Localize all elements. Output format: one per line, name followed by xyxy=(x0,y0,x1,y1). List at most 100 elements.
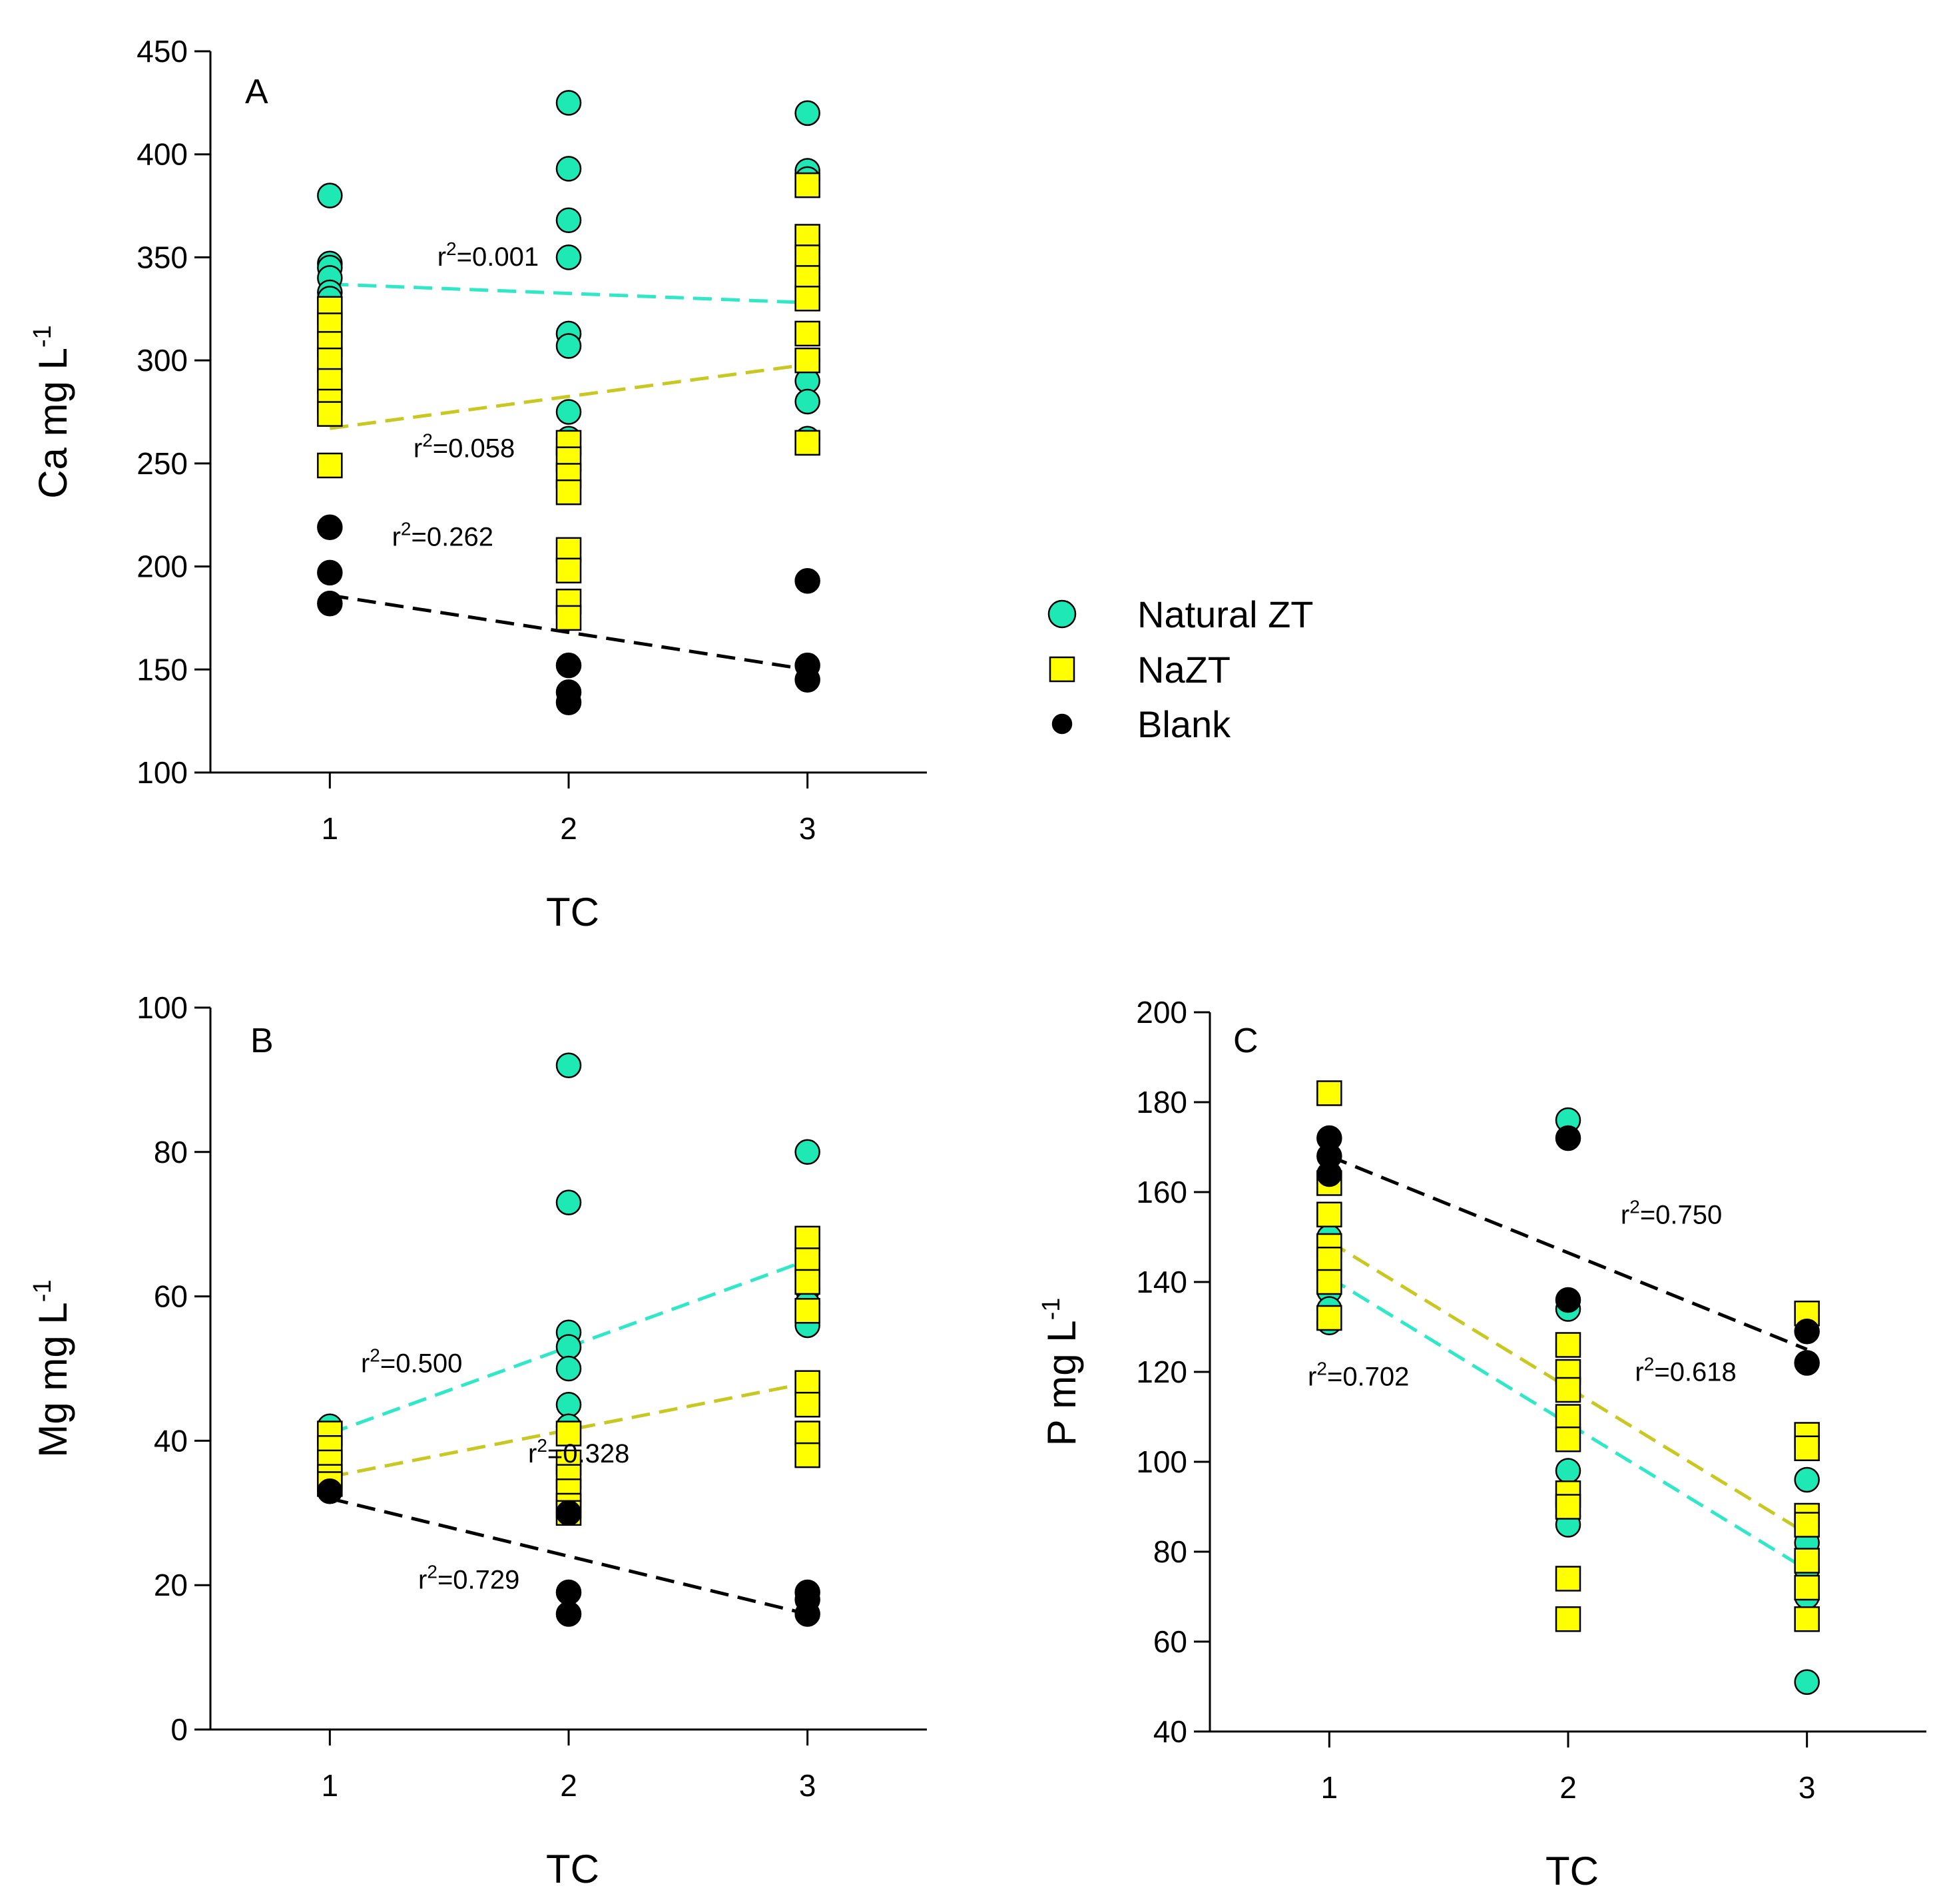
data-point xyxy=(1555,1566,1581,1592)
data-point xyxy=(794,1442,820,1468)
y-tick-label: 40 xyxy=(154,1423,188,1458)
data-point xyxy=(794,286,820,312)
r2-value: =0.729 xyxy=(437,1566,519,1595)
data-point xyxy=(555,1189,582,1215)
y-tick-label: 60 xyxy=(1153,1624,1187,1659)
r2-symbol: r xyxy=(1635,1358,1643,1387)
trend-line-blank xyxy=(329,1496,808,1616)
trend-line-nazt xyxy=(330,362,808,430)
y-tick-label: 450 xyxy=(137,34,188,69)
data-point xyxy=(1794,1466,1820,1493)
y-tick-label: 180 xyxy=(1136,1085,1187,1119)
series-nazt xyxy=(1316,1080,1820,1632)
r2-label-natural-zt: r2=0.702 xyxy=(1308,1358,1409,1391)
series-blank xyxy=(317,514,820,716)
markers xyxy=(317,1052,820,1627)
legend-marker xyxy=(1049,656,1075,683)
legend-marker xyxy=(1047,599,1077,629)
data-point xyxy=(317,452,343,479)
y-tick-label: 150 xyxy=(137,652,188,687)
data-point xyxy=(1794,1350,1820,1376)
legend-marker xyxy=(1051,713,1073,735)
data-point xyxy=(794,1139,820,1165)
data-point xyxy=(1555,1287,1581,1313)
r2-label-nazt: r2=0.618 xyxy=(1635,1354,1736,1387)
y-tick-label: 100 xyxy=(137,755,188,790)
r2-label-blank: r2=0.262 xyxy=(392,519,493,552)
y-tick-label: 80 xyxy=(154,1135,188,1169)
data-point xyxy=(794,1225,820,1252)
trend-line-natural-zt xyxy=(330,282,808,305)
data-point xyxy=(317,1478,343,1504)
x-axis-title: TC xyxy=(546,890,599,934)
r2-symbol: r xyxy=(414,434,422,464)
data-point xyxy=(555,207,582,233)
y-axis-title: Mg mg L-1 xyxy=(29,1279,75,1457)
data-point xyxy=(555,399,582,425)
data-point xyxy=(555,1421,582,1446)
series-natural-zt xyxy=(317,1052,820,1483)
r2-label-nazt: r2=0.058 xyxy=(414,430,515,464)
r2-symbol: r xyxy=(418,1566,427,1595)
data-point xyxy=(1316,1269,1342,1295)
y-tick-label: 250 xyxy=(137,446,188,481)
panel-a: 100 150 200 250 300 350 400 450 1 2 3 TC Ca mg L-1 Ar… xyxy=(29,34,927,934)
x-tick-label: 1 xyxy=(322,1768,339,1803)
r2-label-blank: r2=0.729 xyxy=(418,1562,519,1595)
r2-exponent: 2 xyxy=(1629,1196,1640,1217)
x-tick-label: 3 xyxy=(799,811,816,846)
r2-symbol: r xyxy=(437,242,446,272)
legend-item-natural-zt: Natural ZT xyxy=(1047,593,1314,635)
data-point xyxy=(1555,1606,1581,1632)
data-point xyxy=(1794,1574,1820,1601)
data-point xyxy=(1316,1080,1342,1106)
data-point xyxy=(317,591,343,617)
data-point xyxy=(794,320,820,347)
y-tick-label: 20 xyxy=(154,1568,188,1602)
data-point xyxy=(317,514,343,541)
data-point xyxy=(555,1052,582,1078)
r2-exponent: 2 xyxy=(427,1562,437,1582)
x-axis-title: TC xyxy=(1545,1849,1599,1893)
panel-letter: C xyxy=(1233,1022,1258,1060)
r2-label-natural-zt: r2=0.001 xyxy=(437,238,539,272)
data-point xyxy=(1794,1435,1820,1461)
y-axis-title: Ca mg L-1 xyxy=(29,325,75,499)
data-point xyxy=(1794,1512,1820,1538)
panel-letter: B xyxy=(250,1022,274,1060)
r2-value: =0.500 xyxy=(380,1349,462,1378)
data-point xyxy=(555,1355,582,1382)
data-point xyxy=(1316,1305,1342,1331)
data-point xyxy=(794,1421,820,1446)
data-point xyxy=(317,401,343,427)
panel-letter: A xyxy=(245,73,268,111)
y-tick-label: 350 xyxy=(137,240,188,274)
r2-exponent: 2 xyxy=(370,1345,380,1365)
data-point xyxy=(794,1370,820,1396)
data-point xyxy=(555,90,582,116)
y-axis-title-main: Ca mg L xyxy=(31,348,75,499)
data-point xyxy=(1316,1201,1342,1227)
data-point xyxy=(1794,1319,1820,1345)
data-point xyxy=(794,567,820,594)
data-point xyxy=(555,244,582,270)
data-point xyxy=(1555,1404,1581,1430)
x-tick-label: 2 xyxy=(560,811,577,846)
r2-value: =0.328 xyxy=(547,1439,629,1468)
y-axis-title-sup: -1 xyxy=(29,1279,57,1302)
y-axis-title-main: P mg L xyxy=(1039,1320,1084,1446)
data-point xyxy=(1316,1247,1342,1273)
legend-label: Blank xyxy=(1137,703,1231,745)
data-point xyxy=(317,182,343,208)
data-point xyxy=(317,559,343,586)
r2-symbol: r xyxy=(1621,1200,1629,1229)
y-tick-label: 100 xyxy=(1136,1444,1187,1479)
data-point xyxy=(794,667,820,693)
data-point xyxy=(555,557,582,584)
y-tick-label: 40 xyxy=(1153,1714,1187,1749)
data-point xyxy=(794,388,820,415)
r2-label-natural-zt: r2=0.500 xyxy=(361,1345,462,1378)
r2-value: =0.618 xyxy=(1654,1358,1736,1387)
data-point xyxy=(1794,1606,1820,1632)
